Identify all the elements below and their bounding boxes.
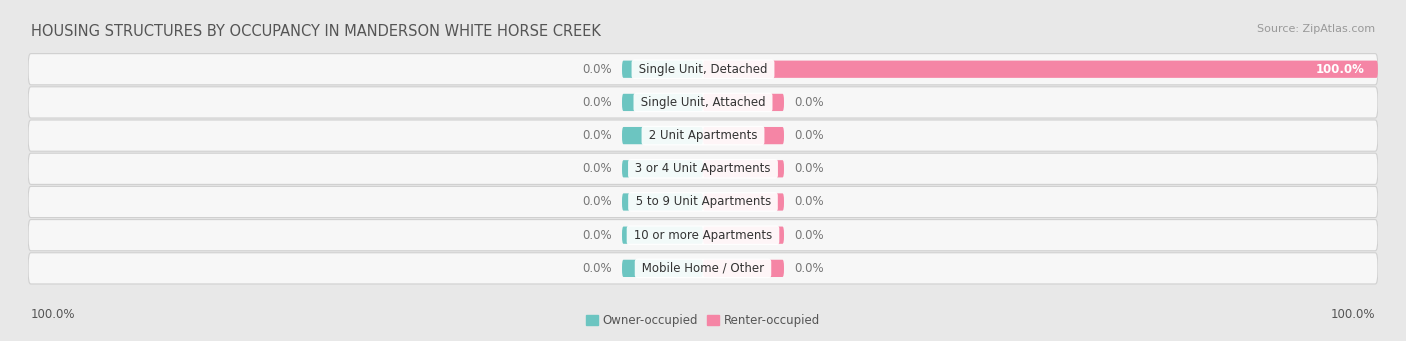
Text: Mobile Home / Other: Mobile Home / Other: [638, 262, 768, 275]
Text: 0.0%: 0.0%: [794, 195, 824, 208]
FancyBboxPatch shape: [703, 160, 785, 177]
FancyBboxPatch shape: [621, 94, 703, 111]
FancyBboxPatch shape: [28, 87, 1378, 118]
Text: HOUSING STRUCTURES BY OCCUPANCY IN MANDERSON WHITE HORSE CREEK: HOUSING STRUCTURES BY OCCUPANCY IN MANDE…: [31, 24, 600, 39]
FancyBboxPatch shape: [621, 226, 703, 244]
FancyBboxPatch shape: [621, 193, 703, 211]
Text: 0.0%: 0.0%: [582, 229, 612, 242]
Text: 100.0%: 100.0%: [31, 308, 76, 321]
FancyBboxPatch shape: [621, 61, 703, 78]
Text: 0.0%: 0.0%: [582, 96, 612, 109]
Text: 0.0%: 0.0%: [794, 262, 824, 275]
FancyBboxPatch shape: [703, 260, 785, 277]
FancyBboxPatch shape: [621, 127, 703, 144]
Text: 0.0%: 0.0%: [582, 262, 612, 275]
Text: 0.0%: 0.0%: [794, 96, 824, 109]
Legend: Owner-occupied, Renter-occupied: Owner-occupied, Renter-occupied: [581, 310, 825, 332]
Text: 100.0%: 100.0%: [1316, 63, 1364, 76]
FancyBboxPatch shape: [28, 153, 1378, 184]
Text: 0.0%: 0.0%: [582, 162, 612, 175]
FancyBboxPatch shape: [703, 193, 785, 211]
Text: 5 to 9 Unit Apartments: 5 to 9 Unit Apartments: [631, 195, 775, 208]
FancyBboxPatch shape: [28, 187, 1378, 218]
Text: 0.0%: 0.0%: [582, 195, 612, 208]
FancyBboxPatch shape: [28, 120, 1378, 151]
Text: 3 or 4 Unit Apartments: 3 or 4 Unit Apartments: [631, 162, 775, 175]
FancyBboxPatch shape: [28, 220, 1378, 251]
FancyBboxPatch shape: [703, 61, 1378, 78]
Text: 0.0%: 0.0%: [582, 129, 612, 142]
Text: Single Unit, Detached: Single Unit, Detached: [636, 63, 770, 76]
FancyBboxPatch shape: [621, 160, 703, 177]
Text: Source: ZipAtlas.com: Source: ZipAtlas.com: [1257, 24, 1375, 34]
Text: 100.0%: 100.0%: [1330, 308, 1375, 321]
Text: 10 or more Apartments: 10 or more Apartments: [630, 229, 776, 242]
FancyBboxPatch shape: [703, 94, 785, 111]
Text: 0.0%: 0.0%: [582, 63, 612, 76]
FancyBboxPatch shape: [28, 253, 1378, 284]
FancyBboxPatch shape: [703, 226, 785, 244]
Text: 0.0%: 0.0%: [794, 129, 824, 142]
FancyBboxPatch shape: [703, 127, 785, 144]
Text: 0.0%: 0.0%: [794, 162, 824, 175]
Text: Single Unit, Attached: Single Unit, Attached: [637, 96, 769, 109]
FancyBboxPatch shape: [621, 260, 703, 277]
Text: 2 Unit Apartments: 2 Unit Apartments: [645, 129, 761, 142]
Text: 0.0%: 0.0%: [794, 229, 824, 242]
FancyBboxPatch shape: [28, 54, 1378, 85]
